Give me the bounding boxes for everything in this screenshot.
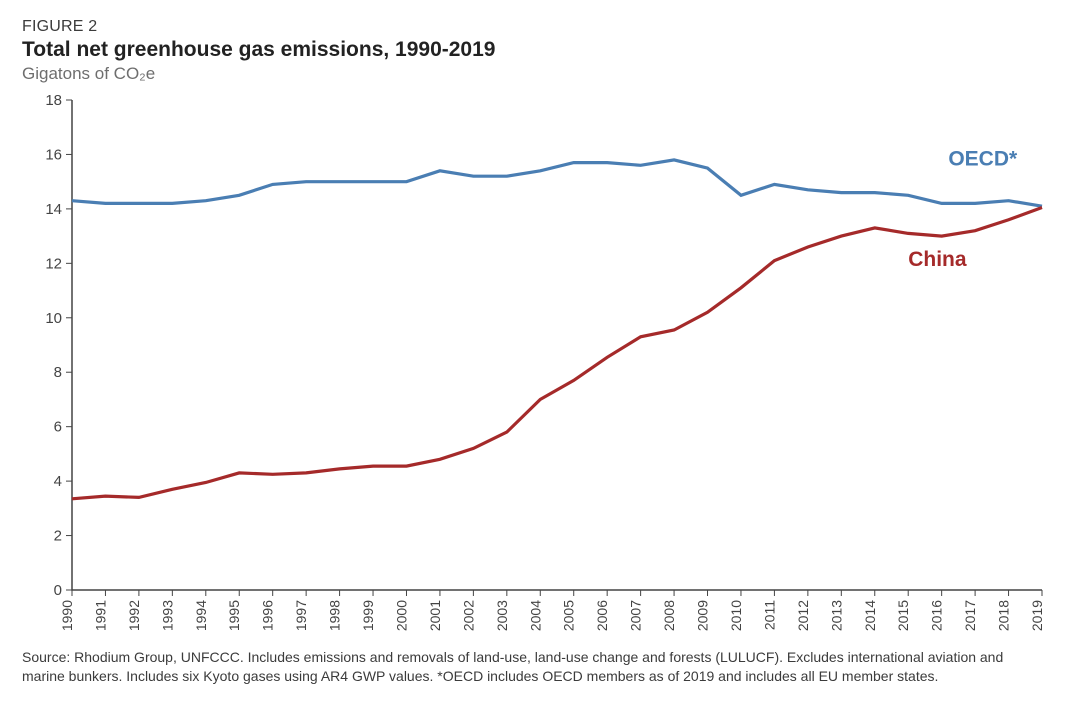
y-tick-label: 14 [45,201,62,218]
y-tick-label: 12 [45,255,62,272]
x-tick-label: 2012 [795,600,811,631]
x-tick-label: 1994 [193,600,209,631]
y-tick-label: 18 [45,92,62,109]
chart-subtitle: Gigatons of CO₂e [22,64,1046,84]
x-tick-label: 2013 [828,600,844,631]
y-tick-label: 2 [54,528,62,545]
axes [72,100,1042,590]
x-tick-label: 2009 [695,600,711,631]
x-tick-label: 2006 [594,600,610,631]
x-tick-label: 1997 [293,600,309,631]
x-tick-label: 2005 [561,600,577,631]
figure-label: FIGURE 2 [22,18,1046,36]
x-tick-label: 2002 [460,600,476,631]
line-chart: 0 2 4 6 8 10 12 14 16 18 1990 1991 1992 1993 1994 1995 1… [22,90,1046,640]
source-note: Source: Rhodium Group, UNFCCC. Includes … [22,648,1046,686]
series-china [72,208,1042,499]
y-tick-label: 0 [54,582,62,599]
x-tick-label: 2015 [895,600,911,631]
y-tick-label: 6 [54,419,62,436]
x-tick-label: 2019 [1029,600,1045,631]
y-tick-label: 10 [45,310,62,327]
chart-area: 0 2 4 6 8 10 12 14 16 18 1990 1991 1992 1993 1994 1995 1… [22,90,1046,640]
x-tick-label: 2017 [962,600,978,631]
x-tick-label: 2011 [761,600,777,630]
x-tick-label: 1992 [126,600,142,631]
y-tick-label: 8 [54,364,62,381]
x-tick-label: 2001 [427,600,443,631]
x-tick-label: 2004 [527,600,543,631]
x-tick-label: 1998 [327,600,343,631]
x-tick-label: 2003 [494,600,510,631]
x-tick-label: 2014 [862,600,878,631]
x-tick-label: 2018 [996,600,1012,631]
x-tick-label: 1996 [260,600,276,631]
x-tick-label: 2000 [393,600,409,631]
x-tick-label: 2008 [661,600,677,631]
chart-title: Total net greenhouse gas emissions, 1990… [22,38,1046,62]
x-tick-label: 1993 [159,600,175,631]
x-tick-label: 2010 [728,600,744,631]
x-tick-label: 1999 [360,600,376,631]
y-tick-label: 16 [45,146,62,163]
x-tick-label: 2007 [628,600,644,631]
x-tick-label: 1990 [59,600,75,631]
series-label-oecd-: OECD* [948,147,1018,170]
x-tick-label: 2016 [929,600,945,631]
x-tick-label: 1995 [226,600,242,631]
series-oecd- [72,160,1042,206]
y-tick-label: 4 [54,473,62,490]
series-label-china: China [908,248,967,271]
x-tick-label: 1991 [92,600,108,631]
